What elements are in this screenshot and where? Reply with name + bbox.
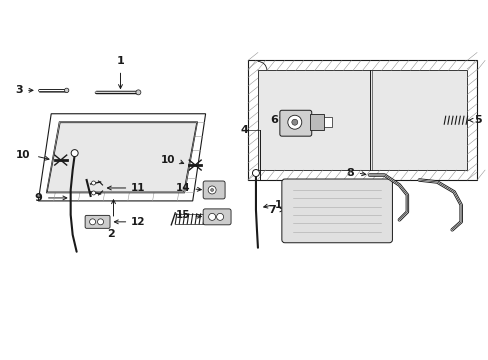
Text: 9: 9 (35, 193, 42, 203)
Circle shape (91, 181, 95, 185)
FancyBboxPatch shape (281, 179, 392, 243)
Text: 3: 3 (215, 214, 222, 224)
Polygon shape (38, 114, 205, 201)
Text: 3: 3 (15, 85, 22, 95)
Text: 11: 11 (130, 183, 144, 193)
Text: 10: 10 (16, 150, 30, 160)
Bar (309, 114, 323, 130)
Circle shape (252, 170, 259, 176)
Text: 7: 7 (267, 205, 275, 215)
Polygon shape (47, 123, 196, 192)
Text: 1: 1 (116, 57, 124, 67)
Circle shape (64, 88, 69, 93)
Text: 5: 5 (473, 115, 481, 125)
Circle shape (71, 150, 78, 157)
Circle shape (291, 119, 297, 125)
Text: 12: 12 (130, 217, 144, 227)
FancyBboxPatch shape (279, 110, 311, 136)
Circle shape (208, 213, 215, 220)
Bar (247, 60, 476, 180)
Circle shape (210, 189, 213, 192)
Text: 15: 15 (175, 210, 190, 220)
FancyBboxPatch shape (85, 215, 110, 228)
Text: 14: 14 (175, 183, 190, 193)
Bar (323, 117, 331, 127)
Circle shape (98, 219, 103, 225)
Circle shape (89, 219, 95, 225)
Circle shape (208, 186, 216, 194)
Text: 13: 13 (274, 200, 289, 210)
Bar (258, 71, 466, 170)
Circle shape (136, 90, 141, 95)
FancyBboxPatch shape (203, 181, 224, 199)
Text: 6: 6 (269, 115, 277, 125)
Circle shape (91, 191, 95, 195)
Text: 2: 2 (106, 229, 114, 239)
Text: 4: 4 (240, 125, 247, 135)
Circle shape (287, 115, 301, 129)
Text: 10: 10 (161, 155, 175, 165)
Circle shape (216, 213, 223, 220)
Text: 8: 8 (346, 168, 354, 178)
FancyBboxPatch shape (203, 209, 230, 225)
